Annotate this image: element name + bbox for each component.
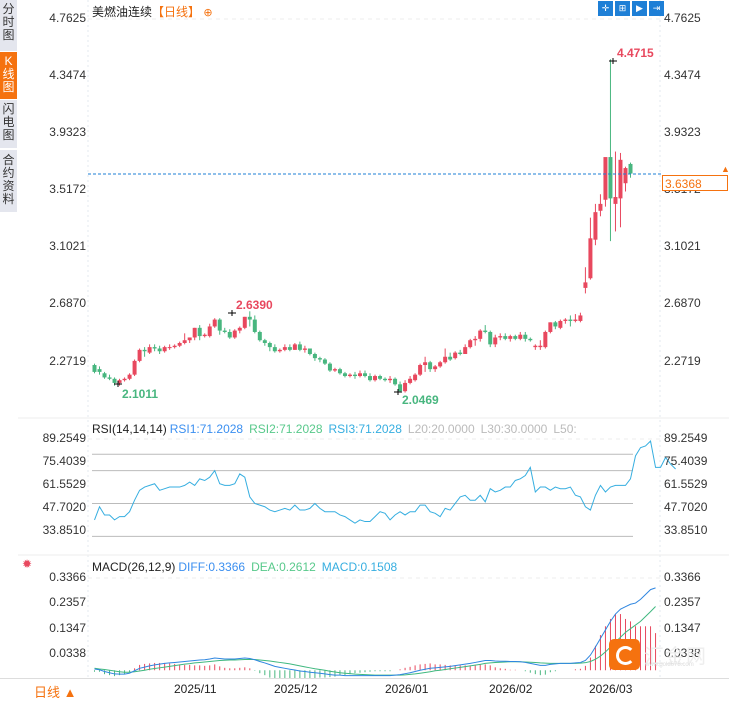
exit-icon[interactable]: ⇥	[649, 1, 664, 16]
svg-text:2.6390: 2.6390	[236, 298, 273, 312]
macd-tick-left: 0.2357	[49, 595, 86, 609]
rsi3-value: RSI3:71.2028	[328, 422, 402, 436]
settings-sun-icon[interactable]: ✹	[22, 557, 33, 571]
price-tick-right: 3.9323	[664, 125, 701, 139]
chart-toolbar: ✛ ⊞ ▶ ⇥	[598, 1, 664, 16]
price-tick-left: 3.9323	[49, 125, 86, 139]
price-tick-left: 3.1021	[49, 239, 86, 253]
date-tick: 2026/03	[589, 682, 633, 696]
rsi-tick-right: 33.8510	[664, 523, 708, 537]
svg-text:4.4715: 4.4715	[617, 46, 654, 60]
l50-value: L50:	[553, 422, 577, 436]
period-label: 【日线】	[152, 5, 201, 19]
macd-title: MACD(26,12,9)	[92, 560, 176, 574]
date-tick: 2026/02	[489, 682, 533, 696]
price-tick-left: 4.7625	[49, 11, 86, 25]
tab-flash[interactable]: 闪电图	[0, 100, 17, 149]
rsi-tick-right: 47.7020	[664, 500, 708, 514]
rsi2-value: RSI2:71.2028	[249, 422, 323, 436]
current-price-tag: 3.6368	[662, 175, 728, 191]
rsi-tick-right: 61.5529	[664, 477, 708, 491]
macd-tick-left: 0.3366	[49, 570, 86, 584]
macd-value: MACD:0.1508	[321, 560, 398, 574]
rsi-tick-left: 89.2549	[42, 431, 86, 445]
add-icon[interactable]: ⊕	[203, 7, 213, 19]
rsi-tick-right: 89.2549	[664, 431, 708, 445]
l20-value: L20:20.0000	[407, 422, 475, 436]
watermark-text: 汇金网	[644, 646, 707, 668]
dea-value: DEA:0.2612	[251, 560, 316, 574]
rsi1-value: RSI1:71.2028	[169, 422, 244, 436]
rsi-legend: RSI(14,14,14) RSI1:71.2028 RSI2:71.2028 RSI…	[92, 422, 583, 436]
time-axis-bar: 日线 ▲ 2025/11 2025/12 2026/01 2026/02 2026/03	[0, 678, 729, 700]
scroll-up-icon[interactable]: ▲	[721, 164, 729, 174]
svg-text:2.1011: 2.1011	[122, 387, 158, 401]
tab-contract-info[interactable]: 合约资料	[0, 150, 17, 213]
price-tick-left: 2.6870	[49, 296, 86, 310]
price-tick-right: 4.7625	[664, 11, 701, 25]
macd-tick-right: 0.0338	[664, 646, 701, 660]
macd-tick-right: 0.1347	[664, 621, 701, 635]
rsi-tick-left: 75.4039	[42, 454, 86, 468]
date-tick: 2025/12	[274, 682, 318, 696]
tab-timeshare[interactable]: 分时图	[0, 0, 17, 52]
rsi-tick-left: 33.8510	[42, 523, 86, 537]
logo-icon	[609, 639, 640, 670]
macd-legend: MACD(26,12,9) DIFF:0.3366 DEA:0.2612 MACD:0…	[92, 560, 403, 574]
rsi-tick-left: 61.5529	[42, 477, 86, 491]
macd-tick-right: 0.2357	[664, 595, 701, 609]
date-tick: 2025/11	[174, 682, 217, 696]
price-tick-right: 2.2719	[664, 354, 701, 368]
instrument-name: 美燃油连续	[92, 5, 153, 19]
svg-text:2.0469: 2.0469	[402, 393, 439, 407]
chart-title: 美燃油连续【日线】 ⊕	[92, 3, 213, 20]
tab-kline[interactable]: K线图	[0, 52, 17, 100]
watermark-logo: 汇金网 www.gold678.com	[609, 639, 707, 670]
crosshair-icon[interactable]: ✛	[598, 1, 613, 16]
macd-tick-left: 0.1347	[49, 621, 86, 635]
l30-value: L30:30.0000	[480, 422, 548, 436]
diff-value: DIFF:0.3366	[178, 560, 246, 574]
price-tick-left: 2.2719	[49, 354, 86, 368]
price-tick-right: 2.6870	[664, 296, 701, 310]
rsi-tick-left: 47.7020	[42, 500, 86, 514]
period-select-button[interactable]: 日线 ▲	[34, 685, 77, 700]
play-icon[interactable]: ▶	[632, 1, 647, 16]
price-tick-left: 3.5172	[49, 182, 86, 196]
macd-tick-right: 0.3366	[664, 570, 701, 584]
price-tick-right: 3.1021	[664, 239, 701, 253]
zoom-range-icon[interactable]: ⊞	[615, 1, 630, 16]
watermark-url: www.gold678.com	[645, 662, 694, 668]
price-tick-left: 4.3474	[49, 68, 86, 82]
rsi-tick-right: 75.4039	[664, 454, 708, 468]
sidebar: 分时图 K线图 闪电图 合约资料	[0, 0, 18, 697]
price-tick-right: 4.3474	[664, 68, 701, 82]
rsi-title: RSI(14,14,14)	[92, 422, 167, 436]
macd-tick-left: 0.0338	[49, 646, 86, 660]
date-tick: 2026/01	[385, 682, 429, 696]
